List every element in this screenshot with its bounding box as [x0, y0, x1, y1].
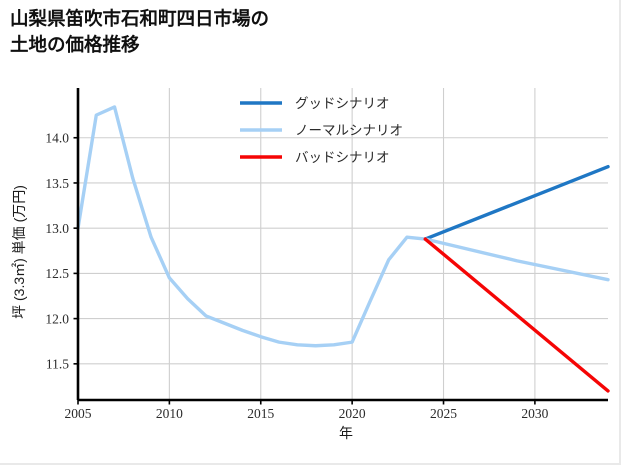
x-axis-tick-labels: 2005 2010 2015 2020 2025 2030 — [65, 400, 549, 421]
legend-label-0: グッドシナリオ — [295, 96, 390, 111]
y-tick-label-1: 12.0 — [45, 311, 69, 326]
x-tick-label-1: 2010 — [156, 406, 183, 421]
legend-label-2: バッドシナリオ — [295, 150, 390, 165]
axis-spines — [76, 88, 608, 402]
y-tick-label-4: 13.5 — [45, 176, 69, 191]
x-axis-title: 年 — [339, 425, 353, 441]
series-line-0 — [423, 164, 610, 241]
y-tick-label-0: 11.5 — [46, 357, 69, 372]
x-tick-label-0: 2005 — [65, 406, 92, 421]
x-tick-label-2: 2015 — [247, 406, 274, 421]
y-axis-tick-labels: 11.5 12.0 12.5 13.0 13.5 14.0 — [45, 131, 78, 372]
y-tick-label-3: 13.0 — [45, 221, 69, 236]
legend-label-1: ノーマルシナリオ — [295, 123, 403, 138]
series-line-1 — [76, 105, 610, 348]
series-line-2 — [423, 237, 610, 393]
x-tick-label-4: 2025 — [430, 406, 457, 421]
page-title: 山梨県笛吹市石和町四日市場の 土地の価格推移 — [10, 8, 270, 55]
y-tick-label-5: 14.0 — [45, 131, 69, 146]
y-axis-title: 坪 (3.3㎡) 単価 (万円) — [11, 185, 27, 319]
x-tick-label-5: 2030 — [521, 406, 548, 421]
x-tick-label-3: 2020 — [339, 406, 366, 421]
data-series-group — [76, 105, 610, 393]
y-tick-label-2: 12.5 — [45, 266, 69, 281]
